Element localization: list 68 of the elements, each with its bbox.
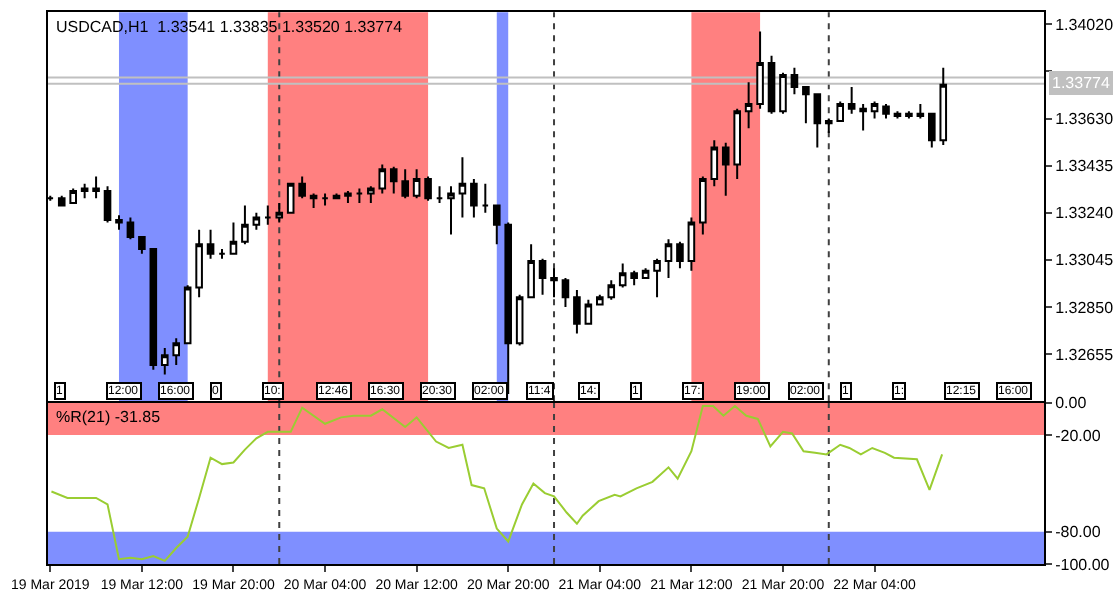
candlestick xyxy=(916,103,925,120)
candlestick xyxy=(241,204,249,246)
candlestick xyxy=(138,235,146,255)
candlestick xyxy=(802,86,810,125)
candlestick xyxy=(206,228,215,260)
candlestick xyxy=(275,202,284,224)
candlestick xyxy=(218,247,226,260)
line-series xyxy=(50,405,944,562)
y-tick-label: 1.33240 xyxy=(1055,204,1115,223)
candlestick xyxy=(767,54,776,115)
candlestick xyxy=(527,243,535,299)
candlestick xyxy=(252,211,261,231)
candlestick xyxy=(573,289,581,335)
candlestick xyxy=(126,216,135,241)
candlestick xyxy=(344,189,352,205)
candlestick xyxy=(882,103,890,120)
candlestick xyxy=(481,182,490,214)
candlestick xyxy=(550,267,558,299)
candlestick xyxy=(103,185,112,224)
candlestick xyxy=(115,214,123,231)
candlestick xyxy=(309,192,318,209)
candlestick xyxy=(859,103,867,132)
candlestick xyxy=(458,156,467,219)
candlestick xyxy=(676,240,684,270)
candlestick xyxy=(653,257,661,299)
candlestick xyxy=(893,110,902,120)
candlestick xyxy=(641,267,650,279)
candlestick xyxy=(790,66,799,96)
candlestick xyxy=(905,110,913,120)
chart-title: USDCAD,H1 1.33541 1.33835 1.33520 1.33774 xyxy=(56,18,404,36)
y-tick-label: 1.33435 xyxy=(1055,157,1115,176)
candlestick xyxy=(264,204,272,226)
y-tick-label: 1.32850 xyxy=(1055,298,1115,317)
candlestick xyxy=(447,185,455,236)
y-tick-label: -100.00 xyxy=(1055,555,1111,574)
candlestick xyxy=(229,221,238,255)
y-tick-label: -20.00 xyxy=(1055,426,1102,445)
chart-title: %R(21) -31.85 xyxy=(56,408,162,426)
candlestick xyxy=(183,284,192,345)
candlestick xyxy=(813,93,822,149)
candlestick xyxy=(424,175,432,202)
ref-line-label: 1.33774 xyxy=(1052,74,1111,92)
candlestick xyxy=(847,86,856,115)
y-tick-label: 1.34020 xyxy=(1055,15,1115,34)
candlestick xyxy=(538,257,547,296)
y-tick-label: 0.00 xyxy=(1055,394,1088,413)
y-tick-label: 1.32655 xyxy=(1055,345,1115,364)
candlestick xyxy=(756,30,764,110)
y-tick-label: -80.00 xyxy=(1055,523,1102,542)
candlestick xyxy=(195,228,203,299)
candlestick xyxy=(584,298,593,325)
candlestick xyxy=(664,238,673,279)
candlestick xyxy=(470,177,478,219)
candlestick xyxy=(412,168,421,200)
candlestick xyxy=(779,71,787,115)
candlestick xyxy=(355,187,364,205)
candlestick xyxy=(561,276,570,308)
candlestick xyxy=(515,293,524,347)
candlestick xyxy=(80,182,89,200)
candlestick xyxy=(149,247,158,371)
candlestick xyxy=(687,216,696,272)
y-tick-label: 1.33045 xyxy=(1055,251,1115,270)
candlestick xyxy=(435,185,444,205)
candlestick xyxy=(870,100,879,120)
candlestick xyxy=(321,192,329,207)
candlestick xyxy=(92,175,100,200)
y-tick-label: 1.33630 xyxy=(1055,110,1115,129)
candlestick xyxy=(744,81,753,130)
